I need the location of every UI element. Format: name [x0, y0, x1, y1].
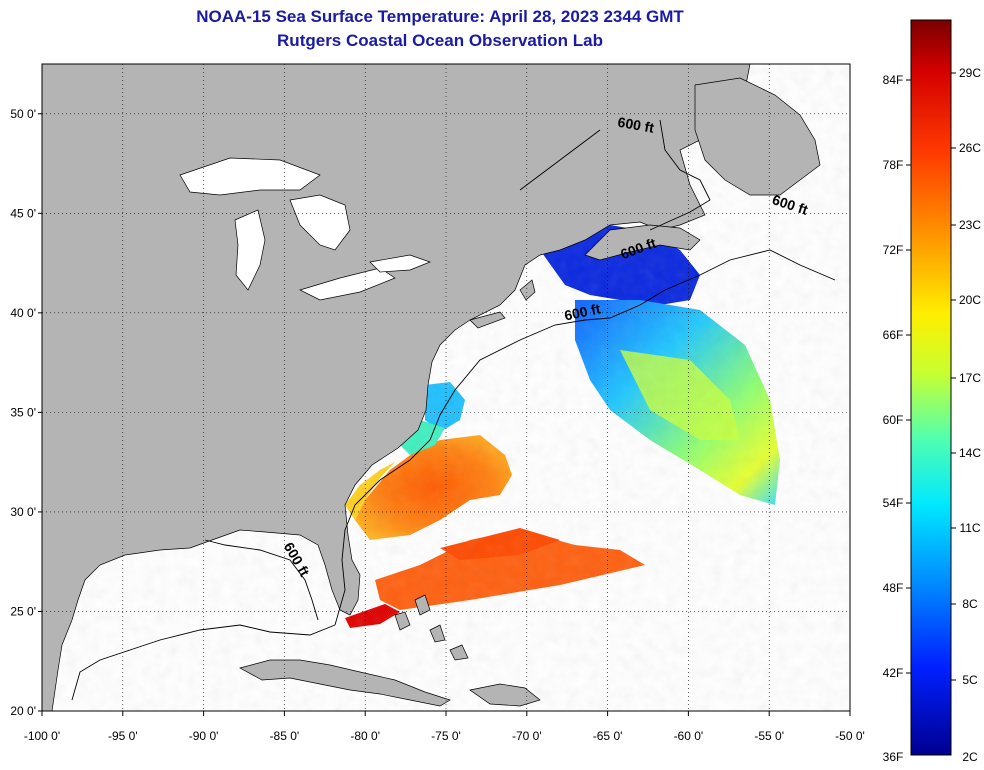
- map-title: NOAA-15 Sea Surface Temperature: April 2…: [196, 7, 684, 26]
- lat-tick-label: 20 0': [10, 704, 36, 718]
- colorbar-f-label: 84F: [883, 73, 904, 87]
- lon-axis: -100 0' -95 0' -90 0' -85 0' -80 0' -75 0' -70…: [24, 711, 865, 743]
- lon-tick-label: -60 0': [674, 729, 704, 743]
- lon-tick-label: -70 0': [512, 729, 542, 743]
- colorbar-c-label: 23C: [959, 218, 981, 232]
- colorbar: 84F 78F 72F 66F 60F 54F 48F 42F 36F 29C 26C 23C 20C…: [883, 19, 981, 764]
- lon-tick-label: -85 0': [270, 729, 300, 743]
- colorbar-celsius-labels: 29C 26C 23C 20C 17C 14C 11C 8C 5C 2C: [951, 66, 981, 764]
- colorbar-c-label: 29C: [959, 66, 981, 80]
- lon-tick-label: -95 0': [108, 729, 138, 743]
- colorbar-f-label: 42F: [883, 666, 904, 680]
- colorbar-c-label: 20C: [959, 293, 981, 307]
- colorbar-f-label: 60F: [883, 413, 904, 427]
- lat-tick-label: 25 0': [10, 604, 36, 618]
- colorbar-f-label: 78F: [883, 158, 904, 172]
- contour-label: 600 ft: [617, 114, 656, 136]
- lon-tick-label: -50 0': [835, 729, 865, 743]
- contour-600ft: [71, 119, 836, 701]
- colorbar-f-label: 54F: [883, 496, 904, 510]
- lon-tick-label: -80 0': [350, 729, 380, 743]
- lat-tick-label: 45 0': [10, 206, 36, 220]
- colorbar-c-label: 14C: [959, 446, 981, 460]
- lat-tick-label: 35 0': [10, 405, 36, 419]
- colorbar-f-label: 48F: [883, 581, 904, 595]
- lat-tick-label: 50 0': [10, 107, 36, 121]
- lon-tick-label: -65 0': [593, 729, 623, 743]
- colorbar-c-label: 8C: [962, 597, 978, 611]
- colorbar-c-label: 11C: [959, 521, 980, 535]
- colorbar-c-label: 5C: [962, 673, 978, 687]
- colorbar-c-label: 2C: [962, 750, 978, 764]
- lon-tick-label: -100 0': [24, 729, 60, 743]
- colorbar-f-label: 66F: [883, 328, 904, 342]
- land-layer: [41, 63, 821, 712]
- lon-tick-label: -75 0': [431, 729, 461, 743]
- colorbar-gradient: [910, 19, 952, 756]
- great-lakes: [179, 157, 431, 301]
- colorbar-c-label: 17C: [959, 371, 981, 385]
- lat-tick-label: 30 0': [10, 505, 36, 519]
- colorbar-fahrenheit-labels: 84F 78F 72F 66F 60F 54F 48F 42F 36F: [883, 73, 911, 764]
- colorbar-f-label: 72F: [883, 243, 904, 257]
- lat-axis: 50 0' 45 0' 40 0' 35 0' 30 0' 25 0' 20 0': [10, 107, 42, 718]
- lat-tick-label: 40 0': [10, 306, 36, 320]
- lon-tick-label: -55 0': [754, 729, 784, 743]
- map-subtitle: Rutgers Coastal Ocean Observation Lab: [277, 31, 603, 50]
- map-grid: [42, 64, 850, 711]
- colorbar-c-label: 26C: [959, 141, 981, 155]
- contour-label: 600 ft: [563, 300, 602, 323]
- colorbar-f-label: 36F: [883, 750, 904, 764]
- lon-tick-label: -90 0': [189, 729, 219, 743]
